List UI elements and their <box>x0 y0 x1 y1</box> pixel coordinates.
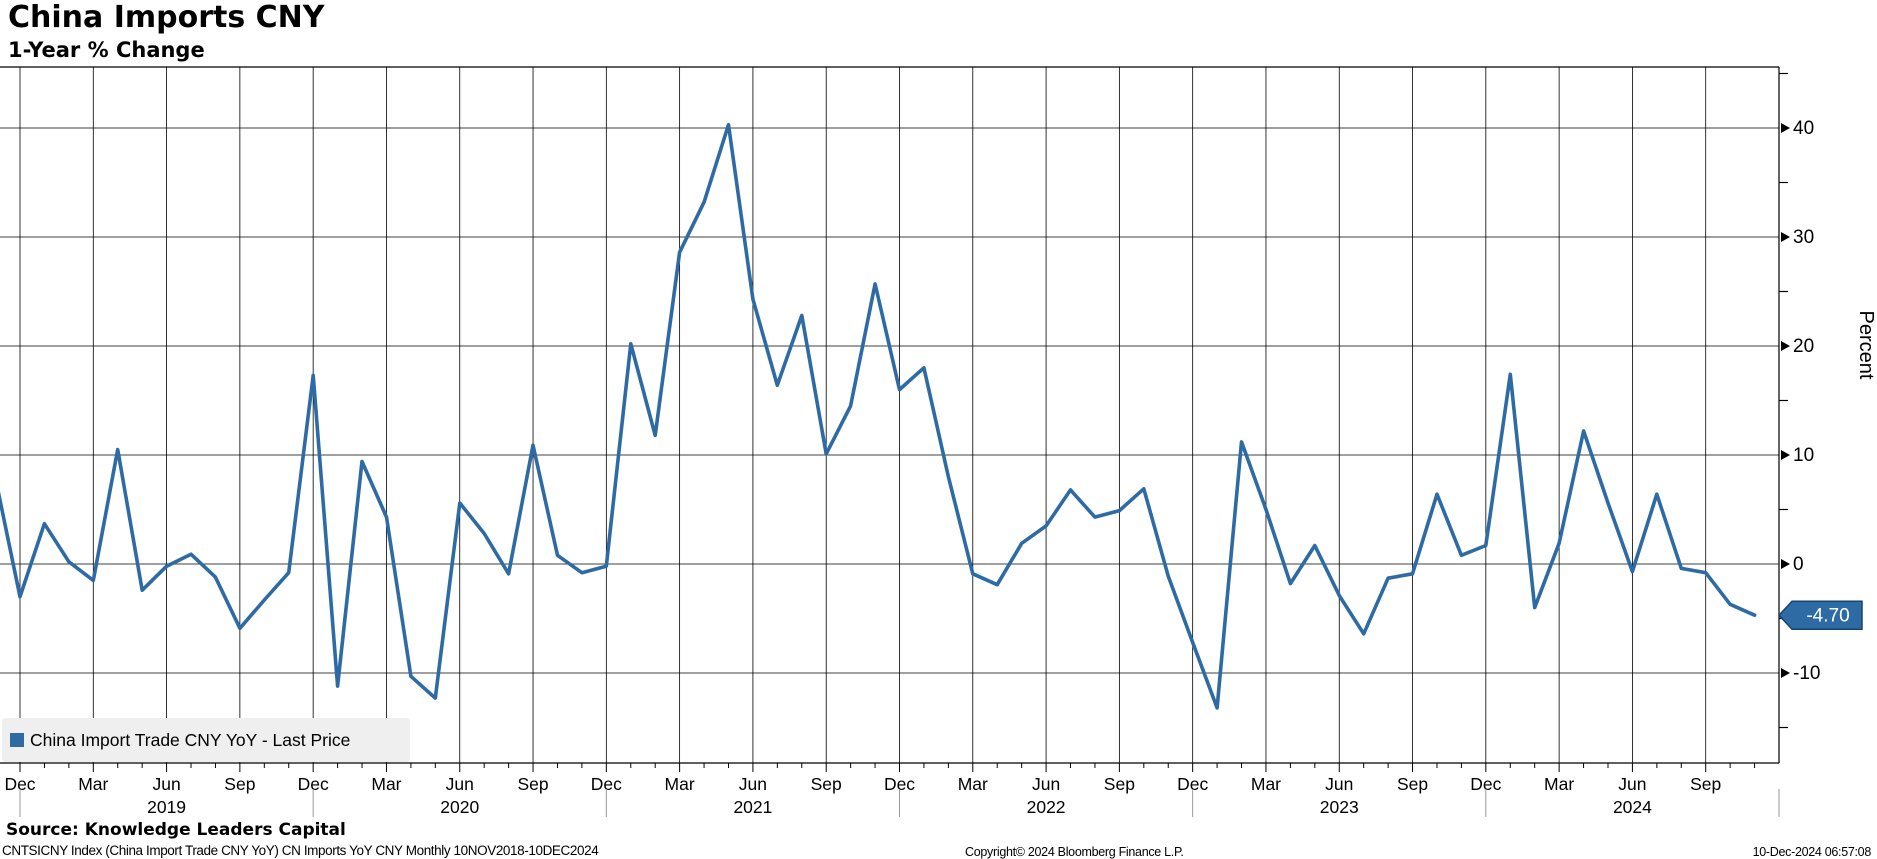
y-tick-arrow <box>1781 341 1790 351</box>
page-title: China Imports CNY <box>8 0 325 35</box>
x-tick-label: Mar <box>1251 774 1281 794</box>
x-tick-label: Jun <box>1325 774 1353 794</box>
y-tick-arrow <box>1781 232 1790 242</box>
x-tick-label: Mar <box>665 774 695 794</box>
x-tick-label: Mar <box>958 774 988 794</box>
y-tick-arrow <box>1781 450 1790 460</box>
x-tick-label: Dec <box>884 774 915 794</box>
x-tick-label: Jun <box>1032 774 1060 794</box>
terminal-security-line: CNTSICNY Index (China Import Trade CNY Y… <box>2 843 599 858</box>
y-tick-label: 30 <box>1793 227 1814 248</box>
y-tick-label: 0 <box>1793 554 1804 575</box>
x-year-label: 2022 <box>1027 797 1066 817</box>
x-tick-label: Sep <box>517 774 548 794</box>
y-tick-label: 20 <box>1793 336 1814 357</box>
x-tick-label: Mar <box>1544 774 1574 794</box>
x-tick-label: Jun <box>152 774 180 794</box>
timestamp: 10-Dec-2024 06:57:08 <box>1752 845 1872 859</box>
x-tick-label: Dec <box>1470 774 1501 794</box>
x-tick-label: Jun <box>446 774 474 794</box>
y-tick-label: 10 <box>1793 445 1814 466</box>
x-year-label: 2024 <box>1613 797 1652 817</box>
x-tick-label: Jun <box>739 774 767 794</box>
legend-series-label: China Import Trade CNY YoY - Last Price <box>30 729 351 750</box>
last-price-label: -4.70 <box>1806 606 1849 627</box>
legend-series-swatch <box>10 733 24 747</box>
x-tick-label: Sep <box>1104 774 1135 794</box>
y-axis-title: Percent <box>1855 311 1877 380</box>
x-year-label: 2020 <box>440 797 479 817</box>
last-price-badge <box>1777 600 1863 630</box>
x-tick-label: Jun <box>1618 774 1646 794</box>
x-tick-label: Mar <box>371 774 401 794</box>
chart-subtitle: 1-Year % Change <box>8 38 205 62</box>
x-year-label: 2021 <box>733 797 772 817</box>
x-tick-label: Dec <box>4 774 35 794</box>
series-line <box>0 122 1757 710</box>
x-tick-label: Dec <box>1177 774 1208 794</box>
source-line: Source: Knowledge Leaders Capital <box>6 820 346 840</box>
y-tick-arrow <box>1781 559 1790 569</box>
x-tick-label: Sep <box>1397 774 1428 794</box>
x-year-label: 2023 <box>1320 797 1359 817</box>
y-tick-arrow <box>1781 668 1790 678</box>
y-tick-label: -10 <box>1793 663 1820 684</box>
x-tick-label: Dec <box>591 774 622 794</box>
x-tick-label: Sep <box>811 774 842 794</box>
y-tick-label: 40 <box>1793 118 1814 139</box>
x-tick-label: Dec <box>298 774 329 794</box>
x-year-label: 2019 <box>147 797 186 817</box>
y-tick-arrow <box>1781 123 1790 133</box>
copyright-line: Copyright© 2024 Bloomberg Finance L.P. <box>965 845 1184 859</box>
x-tick-label: Sep <box>224 774 255 794</box>
x-tick-label: Mar <box>78 774 108 794</box>
legend[interactable]: China Import Trade CNY YoY - Last Price <box>2 718 410 762</box>
x-tick-label: Sep <box>1690 774 1721 794</box>
